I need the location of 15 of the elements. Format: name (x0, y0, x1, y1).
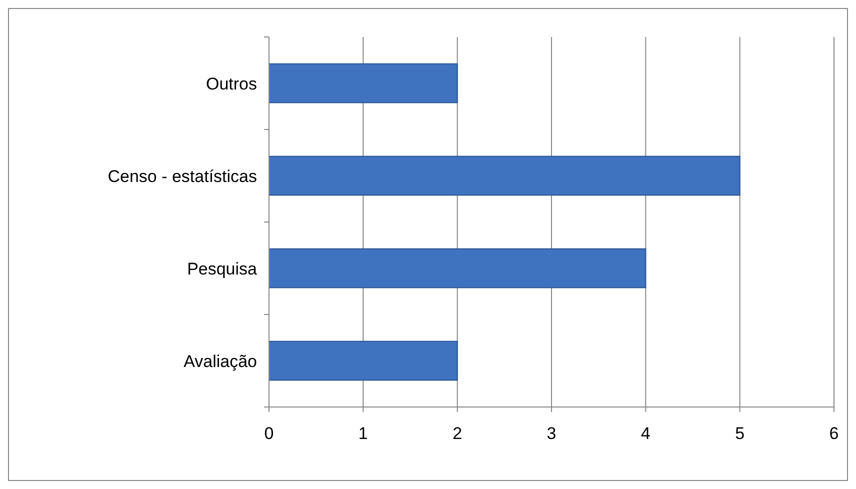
x-tick-label: 2 (452, 424, 462, 443)
x-tick-label: 1 (358, 424, 368, 443)
x-tick-label: 5 (735, 424, 745, 443)
bar (268, 340, 458, 381)
y-tick-label: Censo - estatísticas (108, 166, 257, 186)
x-tick-label: 6 (829, 424, 839, 443)
y-tick-label: Avaliação (184, 352, 257, 371)
bar (268, 156, 740, 196)
x-tick-label: 0 (264, 424, 274, 443)
x-tick-label: 4 (640, 424, 650, 443)
bar (268, 63, 458, 104)
y-tick-label: Outros (206, 74, 257, 94)
bar (268, 248, 646, 288)
x-tick-label: 3 (546, 424, 556, 443)
y-tick-label: Pesquisa (187, 259, 258, 278)
